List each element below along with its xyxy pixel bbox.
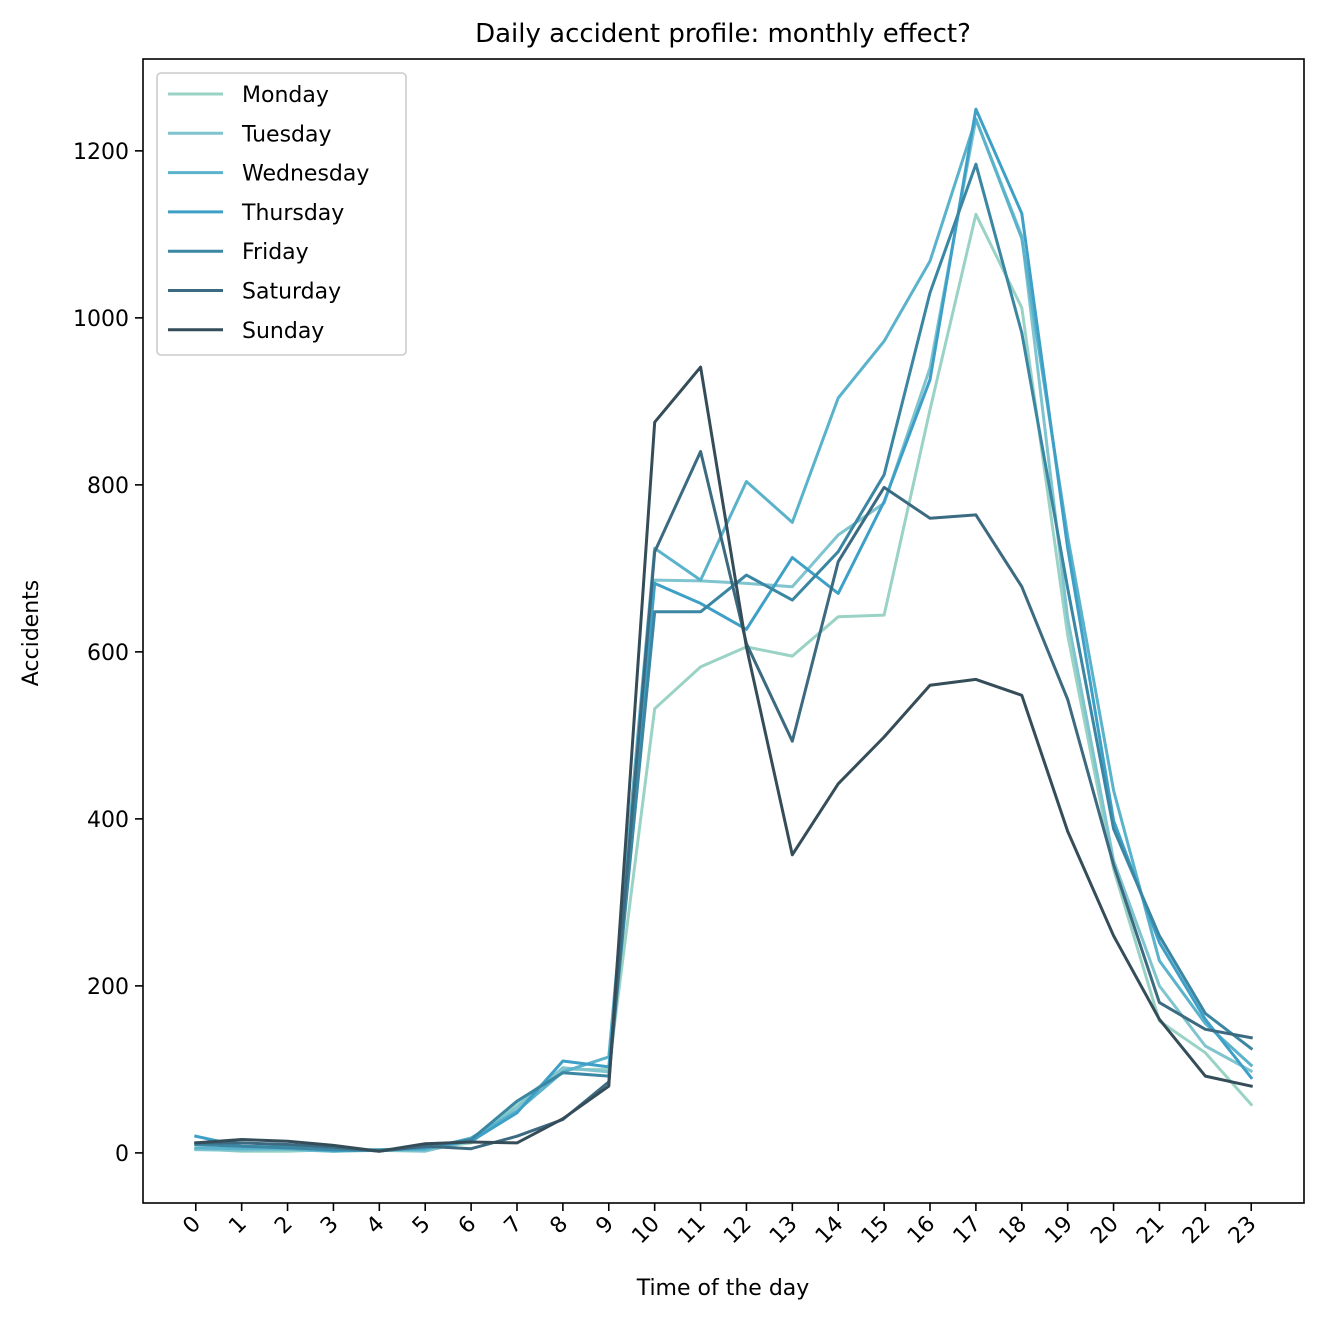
legend-label-thursday: Thursday — [241, 201, 344, 226]
x-tick-label: 23 — [1224, 1212, 1261, 1249]
legend-label-saturday: Saturday — [242, 280, 341, 305]
y-tick-label: 200 — [87, 975, 129, 1000]
x-tick-label: 17 — [949, 1212, 986, 1249]
y-tick-label: 0 — [115, 1142, 129, 1167]
x-tick-label: 9 — [591, 1212, 619, 1240]
y-tick-label: 1000 — [73, 307, 129, 332]
legend-label-sunday: Sunday — [242, 319, 324, 344]
series-line-saturday — [194, 450, 1253, 1153]
x-tick-label: 5 — [408, 1212, 436, 1240]
legend-label-wednesday: Wednesday — [242, 162, 369, 187]
y-tick-label: 600 — [87, 641, 129, 666]
chart-title: Daily accident profile: monthly effect? — [475, 19, 971, 49]
legend: Monday Tuesday Wednesday Thursday Friday Satu… — [156, 72, 407, 356]
x-tick-label: 6 — [454, 1212, 482, 1240]
y-tick-label: 400 — [87, 808, 129, 833]
x-tick-label: 21 — [1132, 1212, 1169, 1249]
legend-frame — [156, 72, 407, 356]
x-tick-label: 15 — [857, 1212, 894, 1249]
x-tick-label: 3 — [316, 1212, 344, 1240]
legend-label-friday: Friday — [242, 240, 309, 265]
x-axis: 0 1 2 3 4 5 6 7 8 9 10 11 12 13 14 15 16 17 18 19 20 21 22 23 — [178, 1203, 1261, 1249]
x-tick-label: 19 — [1040, 1212, 1077, 1249]
x-tick-label: 18 — [995, 1212, 1032, 1249]
x-tick-label: 12 — [719, 1212, 756, 1249]
x-tick-label: 8 — [546, 1212, 574, 1240]
x-tick-label: 0 — [178, 1212, 206, 1240]
x-tick-label: 22 — [1178, 1212, 1215, 1249]
x-tick-label: 11 — [673, 1212, 710, 1249]
series-lines — [194, 107, 1254, 1153]
x-tick-label: 2 — [270, 1212, 298, 1240]
x-tick-label: 16 — [903, 1212, 940, 1249]
x-axis-label: Time of the day — [636, 1276, 810, 1301]
x-tick-label: 1 — [224, 1212, 252, 1240]
legend-label-monday: Monday — [242, 83, 329, 108]
y-axis-label: Accidents — [19, 580, 44, 687]
x-tick-label: 10 — [627, 1212, 664, 1249]
y-axis: 0 200 400 600 800 1000 1200 — [73, 140, 143, 1167]
x-tick-label: 14 — [811, 1212, 848, 1249]
x-tick-label: 7 — [500, 1212, 528, 1240]
x-tick-label: 4 — [362, 1212, 390, 1240]
x-tick-label: 13 — [765, 1212, 802, 1249]
x-tick-label: 20 — [1086, 1212, 1123, 1249]
y-tick-label: 1200 — [73, 140, 129, 165]
series-line-sunday — [194, 365, 1253, 1153]
legend-label-tuesday: Tuesday — [241, 122, 332, 147]
plot-area — [142, 58, 1305, 1204]
y-tick-label: 800 — [87, 474, 129, 499]
